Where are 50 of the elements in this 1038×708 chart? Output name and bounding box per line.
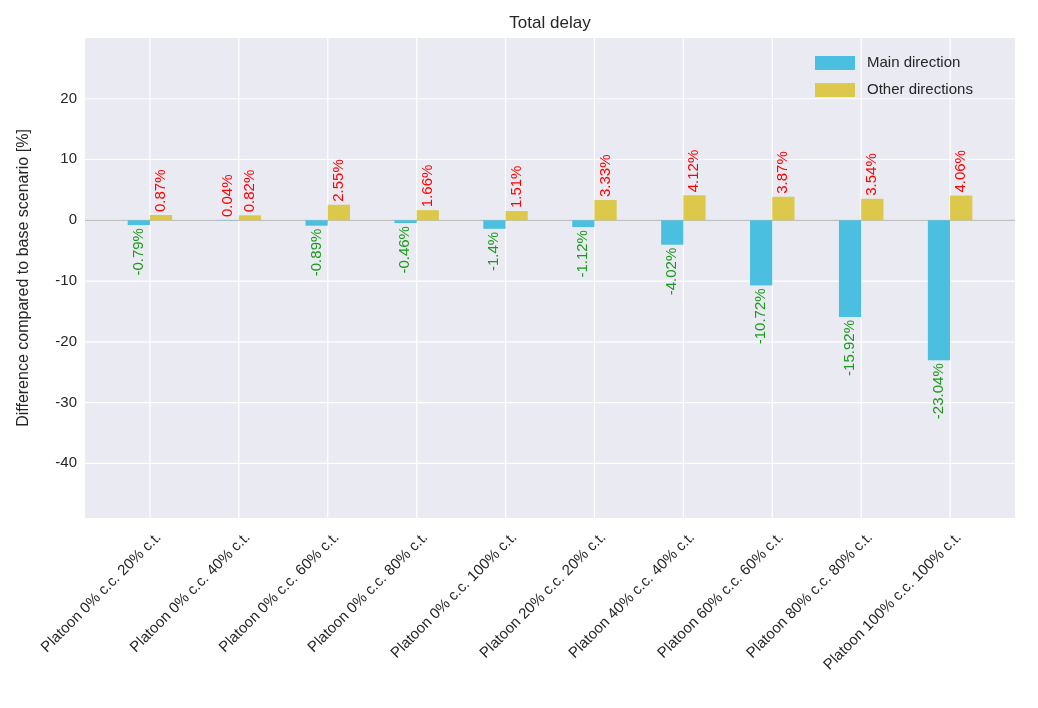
data-label: 0.82%	[239, 169, 257, 213]
legend-label: Main direction	[867, 52, 961, 70]
bar	[950, 195, 973, 221]
y-tick-label: 10	[60, 149, 77, 167]
data-label: 1.51%	[506, 165, 524, 209]
bar	[772, 196, 795, 221]
y-axis-title: Difference compared to base scenario [%]	[14, 129, 32, 427]
data-label: -0.46%	[395, 226, 413, 274]
y-tick-label: 20	[60, 88, 77, 106]
y-tick-label: -10	[55, 271, 77, 289]
bar	[127, 220, 150, 226]
bar	[149, 214, 173, 221]
data-label: -0.89%	[306, 228, 324, 277]
bar	[661, 220, 684, 245]
y-tick-label: 0	[68, 210, 77, 228]
data-label: 3.54%	[862, 153, 880, 196]
bar	[861, 198, 884, 221]
bar	[394, 220, 417, 224]
data-label: 4.12%	[684, 149, 702, 193]
bar	[327, 204, 350, 221]
data-label: -0.79%	[128, 228, 146, 276]
data-label: -4.02%	[662, 247, 680, 296]
y-tick-label: -20	[55, 331, 77, 349]
legend-label: Other directions	[867, 79, 973, 97]
bar	[305, 220, 328, 226]
chart-title: Total delay	[509, 13, 592, 32]
y-tick-label: -30	[55, 392, 77, 410]
bar	[594, 200, 617, 221]
bar	[483, 220, 506, 229]
data-label: 0.87%	[150, 169, 168, 212]
bar	[505, 211, 528, 221]
data-label: 0.04%	[217, 174, 235, 218]
bar	[683, 195, 706, 221]
bar	[750, 220, 773, 286]
bar	[927, 220, 951, 361]
bar	[838, 220, 862, 318]
data-label: -15.92%	[840, 320, 858, 376]
bar	[238, 215, 262, 221]
data-label: 1.66%	[417, 164, 435, 208]
y-tick-label: -40	[55, 453, 77, 471]
data-label: 3.87%	[773, 151, 791, 194]
data-label: 4.06%	[951, 150, 969, 193]
data-label: -1.12%	[573, 230, 591, 278]
data-label: -23.04%	[928, 363, 946, 420]
bar	[572, 220, 595, 228]
data-label: -10.72%	[751, 288, 769, 345]
data-label: 2.55%	[328, 159, 346, 202]
data-label: -1.4%	[484, 231, 502, 271]
data-label: 3.33%	[595, 154, 613, 198]
bar	[416, 210, 439, 221]
